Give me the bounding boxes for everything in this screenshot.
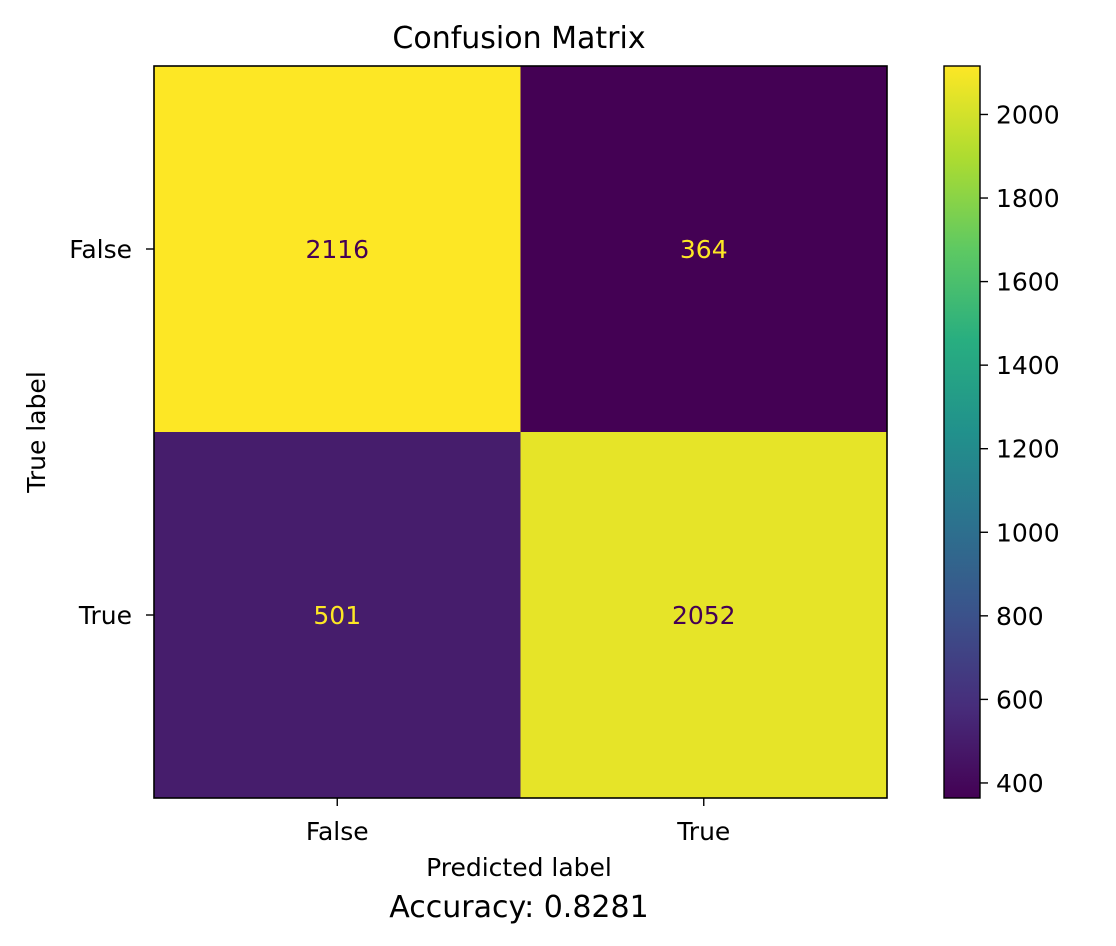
- cell-value-label: 2116: [305, 235, 369, 264]
- colorbar-tick-label: 1800: [996, 184, 1060, 213]
- plot-frame: [153, 65, 888, 799]
- cell-value-label: 2052: [672, 601, 736, 630]
- colorbar-tick-label: 1000: [996, 518, 1060, 547]
- accuracy-annotation: Accuracy: 0.8281: [389, 890, 648, 925]
- colorbar-tick-label: 1600: [996, 268, 1060, 297]
- colorbar-tick-label: 400: [996, 769, 1044, 798]
- colorbar-ticks: 400 600 800 1000 1200 1400 1600 1800 2000: [980, 100, 1060, 798]
- colorbar-tick-label: 1200: [996, 435, 1060, 464]
- x-tick-label: False: [306, 817, 369, 846]
- cell-value-label: 364: [680, 235, 728, 264]
- y-tick-label: True: [78, 601, 132, 630]
- y-tick-label: False: [69, 235, 132, 264]
- colorbar-tick-label: 800: [996, 602, 1044, 631]
- colorbar-tick-label: 1400: [996, 351, 1060, 380]
- cell-value-label: 501: [313, 601, 361, 630]
- matrix-cell: [520, 432, 887, 798]
- colorbar-tick-label: 600: [996, 685, 1044, 714]
- y-axis-label: True label: [22, 371, 51, 494]
- colorbar: [943, 65, 981, 799]
- matrix-cell: [154, 66, 521, 432]
- x-axis-label: Predicted label: [426, 853, 612, 882]
- matrix-cells: 2116 364 501 2052: [154, 66, 887, 798]
- matrix-cell: [520, 66, 887, 432]
- matrix-cell: [154, 432, 521, 798]
- matrix-axes: False True False True: [69, 235, 730, 846]
- x-tick-label: True: [676, 817, 730, 846]
- colorbar-tick-label: 2000: [996, 100, 1060, 129]
- chart-title: Confusion Matrix: [392, 21, 645, 56]
